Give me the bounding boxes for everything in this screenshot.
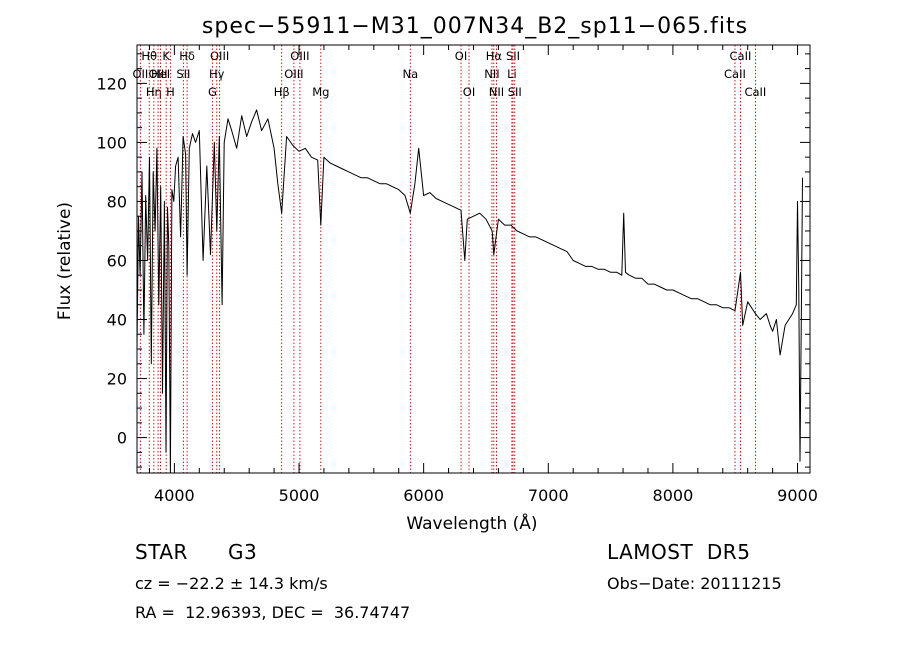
line-marker-label: SII	[508, 85, 522, 99]
line-marker-label: NII	[489, 85, 504, 99]
line-marker-label: SII	[176, 67, 190, 81]
y-tick-label: 80	[107, 192, 127, 211]
x-tick-label: 4000	[154, 486, 195, 505]
flux-line	[136, 109, 803, 474]
x-tick-label: 8000	[653, 486, 694, 505]
line-marker-label: Li	[507, 67, 517, 81]
chart-title: spec−55911−M31_007N34_B2_sp11−065.fits	[202, 14, 748, 39]
y-axis-ticks: 0 20 40 60 80 100 120	[96, 53, 810, 468]
x-tick-label: 9000	[777, 486, 818, 505]
line-marker-label: Hβ	[274, 85, 290, 99]
line-marker-label: K	[162, 49, 170, 63]
line-marker-label: OII	[132, 67, 148, 81]
y-tick-label: 0	[117, 429, 127, 448]
line-marker-label: Na	[402, 67, 418, 81]
y-axis-label: Flux (relative)	[55, 202, 75, 320]
line-marker-label: Mg	[312, 85, 329, 99]
line-marker-label: CaII	[744, 85, 766, 99]
line-marker-label: Hγ	[209, 67, 225, 81]
line-marker-label: OIII	[290, 49, 309, 63]
y-tick-label: 20	[107, 370, 127, 389]
line-marker-label: Hθ	[141, 49, 157, 63]
line-marker-label: CaII	[730, 49, 752, 63]
y-tick-label: 40	[107, 311, 127, 330]
line-marker-label: CaII	[724, 67, 746, 81]
line-marker-label: Hδ	[179, 49, 195, 63]
redshift-line: cz = −22.2 ± 14.3 km/s	[135, 574, 328, 593]
plot-frame	[136, 44, 811, 474]
line-marker-label: OIII	[210, 49, 229, 63]
survey-label: LAMOST DR5	[607, 540, 751, 564]
line-marker-label: HeI	[151, 67, 170, 81]
line-marker-label: OIII	[148, 67, 167, 81]
y-tick-label: 120	[96, 74, 127, 93]
line-marker-label: NII	[484, 67, 499, 81]
line-marker-label: OI	[463, 85, 475, 99]
line-marker-label: OIII	[284, 67, 303, 81]
coordinates-line: RA = 12.96393, DEC = 36.74747	[135, 603, 411, 622]
y-tick-label: 100	[96, 133, 127, 152]
object-subclass: G3	[228, 540, 258, 564]
x-tick-label: 6000	[403, 486, 444, 505]
spectral-line-markers: Hθ OII Hη OIII K HeI H Hδ SII OIII Hγ G Hβ OIII OIII Mg…	[132, 45, 766, 473]
y-tick-label: 60	[107, 251, 127, 270]
x-tick-label: 5000	[279, 486, 320, 505]
line-marker-label: G	[208, 85, 217, 99]
line-marker-label: Hα	[486, 49, 503, 63]
line-marker-label: H	[166, 85, 175, 99]
spectrum-series	[136, 109, 803, 474]
object-class: STAR	[135, 540, 188, 564]
x-axis-label: Wavelength (Å)	[406, 512, 537, 534]
x-axis-ticks: 4000 5000 6000 7000 8000 9000	[148, 45, 818, 505]
line-marker-label: OI	[455, 49, 467, 63]
obs-date: Obs−Date: 20111215	[607, 574, 782, 593]
line-marker-label: Hη	[146, 85, 162, 99]
x-tick-label: 7000	[528, 486, 569, 505]
line-marker-label: SII	[506, 49, 520, 63]
